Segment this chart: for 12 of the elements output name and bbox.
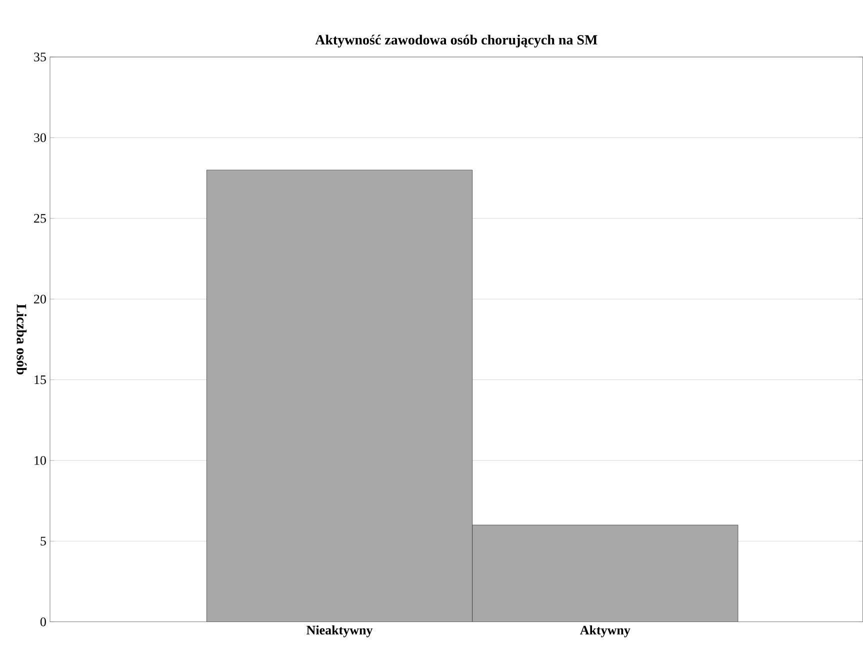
- x-tick-label: Aktywny: [580, 625, 630, 638]
- y-tick-label: 15: [34, 375, 46, 384]
- y-tick-label: 20: [34, 294, 46, 304]
- y-axis-title: Liczba osób: [16, 304, 27, 375]
- y-tick-label: 25: [34, 214, 46, 223]
- y-tick-label: 10: [34, 456, 46, 465]
- y-tick-label: 5: [40, 536, 46, 546]
- y-tick-label: 35: [34, 52, 46, 62]
- y-tick-label: 30: [34, 133, 46, 142]
- chart-title: Aktywność zawodowa osób chorujących na SM: [315, 34, 598, 48]
- x-tick-label: Nieaktywny: [306, 625, 373, 638]
- y-tick-label: 0: [40, 618, 46, 626]
